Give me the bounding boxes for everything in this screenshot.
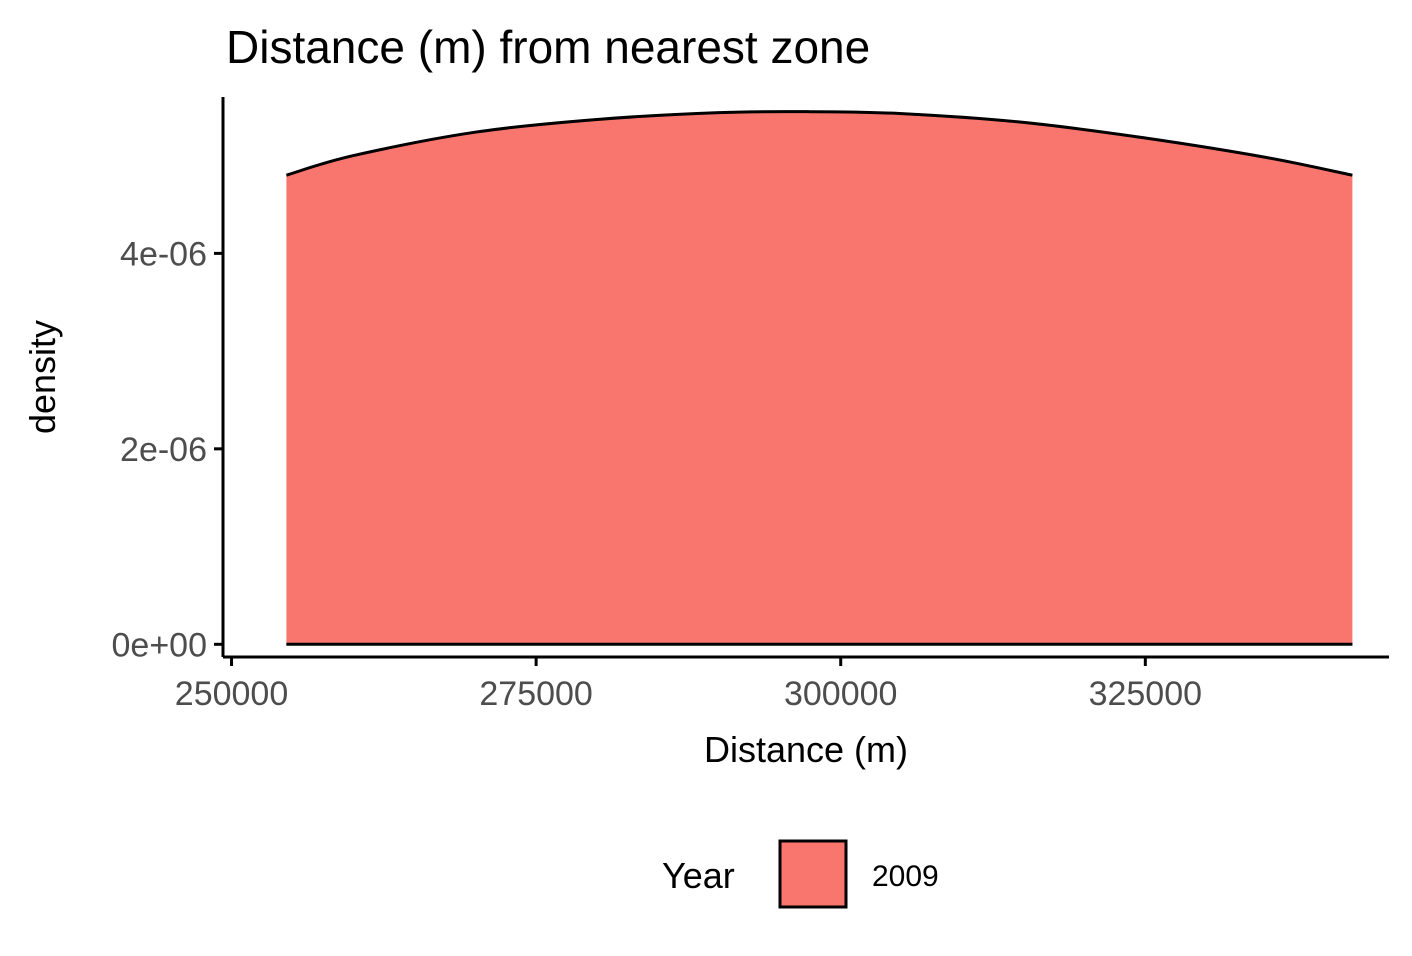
plot-area	[285, 110, 1353, 646]
y-tick-label: 0e+00	[112, 626, 208, 664]
chart-title: Distance (m) from nearest zone	[226, 21, 870, 73]
y-tick-label: 4e-06	[120, 235, 207, 273]
x-axis-title: Distance (m)	[704, 729, 908, 770]
density-curve-2009	[285, 110, 1353, 177]
x-tick-label: 300000	[784, 675, 897, 713]
x-axis-ticks: 250000 275000 300000 325000	[175, 657, 1202, 713]
axes	[221, 97, 1389, 659]
x-tick-label: 250000	[175, 675, 288, 713]
x-tick-label: 275000	[479, 675, 592, 713]
y-axis-ticks: 0e+00 2e-06 4e-06	[112, 235, 223, 664]
legend-label-2009: 2009	[872, 860, 939, 893]
legend-key-2009	[778, 839, 848, 909]
legend-title: Year	[662, 855, 735, 896]
x-tick-label: 325000	[1089, 675, 1202, 713]
legend: Year 2009	[662, 839, 939, 909]
y-tick-label: 2e-06	[120, 431, 207, 469]
y-axis-title: density	[22, 320, 63, 434]
density-area-2009	[286, 111, 1353, 645]
